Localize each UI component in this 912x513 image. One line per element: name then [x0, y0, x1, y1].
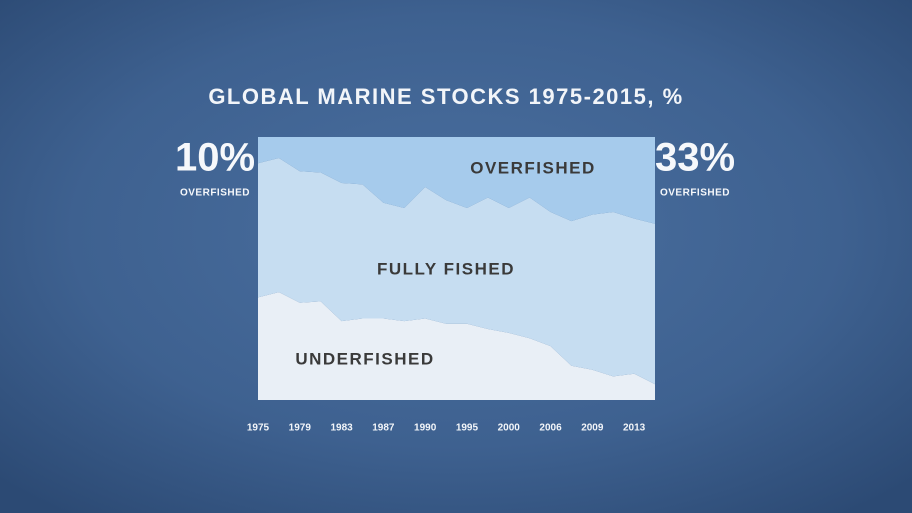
right-annotation-label: OVERFISHED [660, 188, 730, 199]
x-tick-label: 1990 [414, 423, 437, 434]
left-annotation-label: OVERFISHED [180, 188, 250, 199]
area [258, 137, 655, 224]
x-tick-label: 2000 [498, 423, 521, 434]
chart-title: GLOBAL MARINE STOCKS 1975-2015, % [208, 84, 683, 109]
area [258, 292, 655, 400]
x-tick-label: 1987 [372, 423, 395, 434]
x-tick-label: 2009 [581, 423, 604, 434]
x-tick-label: 1975 [247, 423, 270, 434]
series-label: FULLY FISHED [377, 259, 515, 278]
left-annotation-value: 10% [175, 136, 255, 180]
right-annotation-value: 33% [655, 136, 735, 180]
x-tick-label: 1983 [330, 423, 353, 434]
x-tick-label: 2013 [623, 423, 646, 434]
series-label: UNDERFISHED [295, 349, 434, 368]
area [258, 158, 655, 385]
x-tick-label: 1995 [456, 423, 479, 434]
x-tick-label: 2006 [539, 423, 562, 434]
series-label: OVERFISHED [470, 158, 596, 177]
x-tick-label: 1979 [289, 423, 312, 434]
plot-area [258, 137, 655, 400]
